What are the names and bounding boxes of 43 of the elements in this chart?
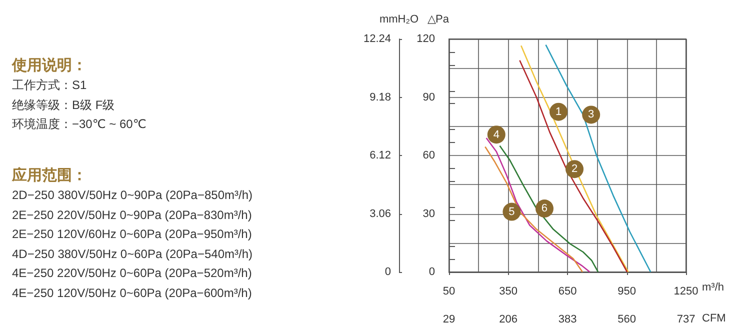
y-tick-label: 120 <box>416 33 435 45</box>
x-tick-label: 650 <box>558 286 577 298</box>
y2-axis-title: mmH₂O <box>379 14 419 26</box>
y2-tick-label: 6.12 <box>370 150 391 162</box>
x-axis-title: m³/h <box>702 282 724 294</box>
x-tick-label: 950 <box>618 286 636 298</box>
y-tick-label: 90 <box>422 91 435 104</box>
line-series <box>499 145 599 273</box>
text: 4E−250 220V/50Hz 0~60Pa (20Pa−520m³/h) <box>12 265 252 282</box>
text: 2D−250 380V/50Hz 0~90Pa (20Pa−850m³/h) <box>12 187 252 204</box>
x-tick-label: 1250 <box>674 286 698 298</box>
y2-tick-label: 0 <box>384 266 391 278</box>
y-tick-label: 30 <box>422 208 435 220</box>
series-label: 2 <box>571 163 578 176</box>
x-tick-label: 50 <box>442 286 456 298</box>
text: 使用说明： <box>12 55 88 75</box>
x2-tick-label: 737 <box>676 314 696 326</box>
x2-tick-label: 206 <box>499 314 518 326</box>
x-tick-label: 350 <box>499 286 518 298</box>
series-label: 5 <box>508 206 515 218</box>
y2-tick-label: 9.18 <box>370 91 391 104</box>
y-tick-label: 0 <box>428 266 435 278</box>
line-series <box>545 44 652 273</box>
text: 2E−250 120V/60Hz 0~60Pa (20Pa−950m³/h) <box>12 226 252 243</box>
text: 4E−250 120V/50Hz 0~60Pa (20Pa−600m³/h) <box>12 284 252 302</box>
text: 2E−250 220V/50Hz 0~90Pa (20Pa−830m³/h) <box>12 206 252 224</box>
y-axis-title: △Pa <box>428 14 450 26</box>
x2-tick-label: 29 <box>442 314 456 326</box>
series-label: 3 <box>588 108 594 121</box>
x2-axis-title: CFM <box>702 312 726 324</box>
text: 绝缘等级：B级 F级 <box>12 96 116 114</box>
series-label: 4 <box>493 129 500 142</box>
text: 4D−250 380V/50Hz 0~60Pa (20Pa−540m³/h) <box>12 246 252 262</box>
text: 环境温度：−30℃ ~ 60℃ <box>12 116 146 133</box>
y-tick-label: 60 <box>422 150 435 162</box>
y2-tick-label: 12.24 <box>363 33 391 45</box>
x2-tick-label: 383 <box>558 314 577 326</box>
series-label: 1 <box>555 106 562 118</box>
text: 工作方式：S1 <box>12 77 88 94</box>
y2-tick-label: 3.06 <box>370 208 391 220</box>
text: 应用范围： <box>12 165 88 185</box>
series-label: 6 <box>541 202 548 215</box>
x2-tick-label: 560 <box>618 314 636 326</box>
